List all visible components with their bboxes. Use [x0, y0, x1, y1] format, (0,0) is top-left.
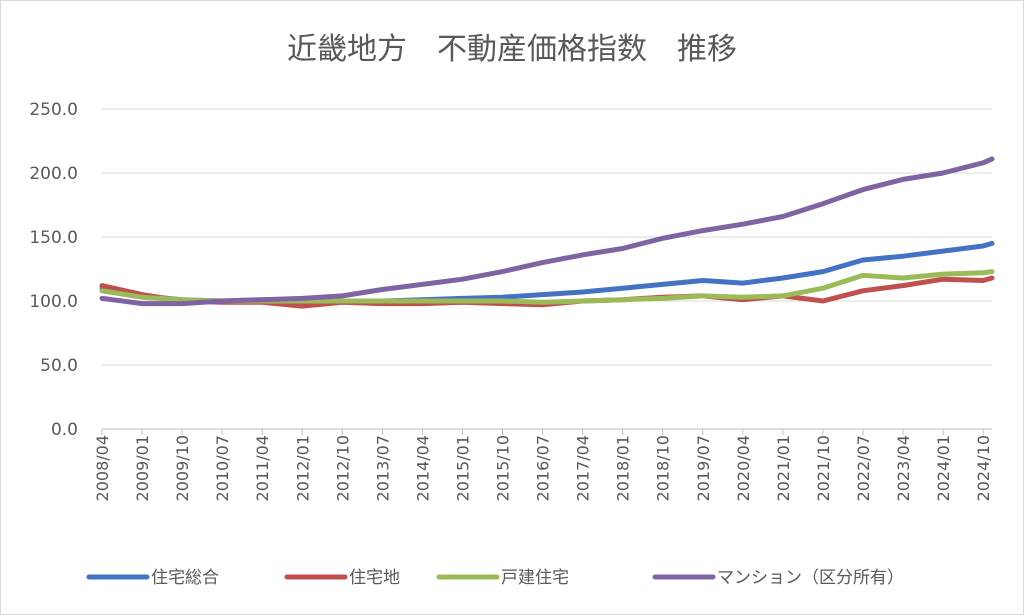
x-tick-label: 2021/01: [774, 435, 793, 501]
x-tick-label: 2022/07: [854, 435, 873, 501]
y-tick-label: 0.0: [51, 420, 78, 440]
x-tick-label: 2019/07: [694, 435, 713, 501]
x-tick-label: 2011/04: [253, 435, 272, 501]
y-tick-label: 100.0: [29, 292, 78, 312]
x-tick-label: 2020/04: [734, 435, 753, 501]
x-tick-label: 2023/04: [894, 435, 913, 501]
y-axis-ticks: 0.0 50.0 100.0 150.0 200.0 250.0: [29, 100, 78, 440]
legend-label-2: 住宅地: [349, 568, 400, 588]
legend-label-3: 戸建住宅: [501, 568, 569, 588]
x-tick-label: 2024/01: [934, 435, 953, 501]
x-tick-label: 2018/01: [614, 435, 633, 501]
series-line-3: [99, 269, 995, 305]
x-tick-label: 2012/10: [333, 435, 352, 501]
y-tick-label: 200.0: [29, 164, 78, 184]
x-tick-label: 2015/01: [453, 435, 472, 501]
x-tick-label: 2008/04: [93, 435, 112, 501]
y-tick-label: 250.0: [29, 100, 78, 120]
x-tick-label: 2021/10: [814, 435, 833, 501]
x-tick-label: 2012/01: [293, 435, 312, 501]
legend-label-4: マンション（区分所有）: [717, 568, 904, 588]
y-tick-label: 50.0: [40, 356, 78, 376]
chart-title: 近畿地方 不動産価格指数 推移: [287, 32, 737, 67]
x-tick-label: 2018/10: [654, 435, 673, 501]
x-tick-label: 2010/07: [213, 435, 232, 501]
series-lines: [99, 156, 995, 309]
x-axis-ticks: 2008/04 2009/01 2009/10 2010/07 2011/04 2012/…: [93, 435, 993, 501]
x-tick-label: 2013/07: [373, 435, 392, 501]
series-line-4: [99, 156, 995, 307]
x-tick-label: 2024/10: [974, 435, 993, 501]
gridlines: [102, 108, 992, 366]
x-tick-label: 2009/10: [173, 435, 192, 501]
legend: 住宅総合 住宅地 戸建住宅 マンション（区分所有）: [86, 568, 904, 588]
x-tick-label: 2009/01: [133, 435, 152, 501]
legend-label-1: 住宅総合: [151, 568, 219, 588]
x-tick-label: 2016/07: [534, 435, 553, 501]
x-axis: [101, 428, 992, 435]
x-tick-label: 2017/04: [574, 435, 593, 501]
x-tick-label: 2014/04: [413, 435, 432, 501]
x-tick-label: 2015/10: [494, 435, 513, 501]
y-tick-label: 150.0: [29, 228, 78, 248]
